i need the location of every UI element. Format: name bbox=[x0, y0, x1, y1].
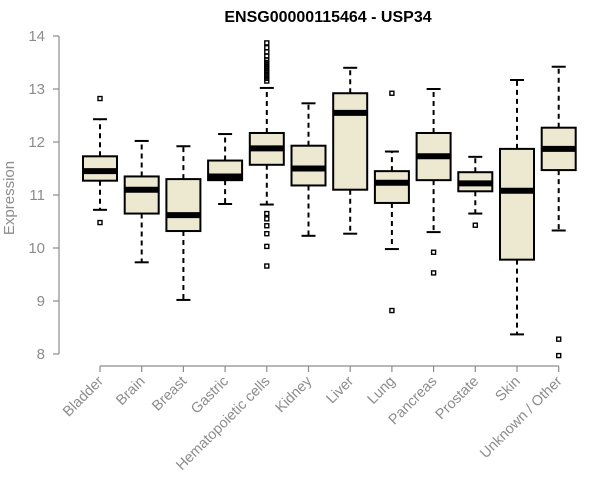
box-group bbox=[499, 78, 535, 336]
box-group bbox=[82, 95, 118, 226]
outlier-point bbox=[264, 230, 270, 237]
y-tick-label: 10 bbox=[28, 240, 45, 257]
box-group bbox=[415, 88, 452, 276]
chart-title: ENSG00000115464 - USP34 bbox=[224, 9, 431, 26]
box bbox=[499, 147, 535, 261]
outlier-point bbox=[264, 44, 270, 51]
x-tick-label: Bladder bbox=[60, 373, 107, 420]
box bbox=[332, 92, 369, 191]
x-tick-label: Breast bbox=[149, 374, 190, 415]
x-tick-label: Prostate bbox=[433, 374, 482, 423]
box bbox=[123, 175, 160, 215]
y-tick-label: 13 bbox=[28, 81, 45, 98]
x-tick-label: Kidney bbox=[273, 373, 316, 416]
box-group bbox=[207, 133, 244, 206]
outlier-point bbox=[556, 352, 562, 359]
box bbox=[165, 178, 202, 233]
box-group bbox=[373, 90, 410, 314]
outlier-point bbox=[264, 216, 270, 222]
x-tick-label: Skin bbox=[493, 374, 524, 405]
x-tick-label: Lung bbox=[365, 374, 399, 408]
box-group bbox=[248, 40, 285, 269]
outlier-point bbox=[430, 270, 437, 276]
outlier-point bbox=[97, 95, 103, 102]
outlier-point bbox=[264, 53, 270, 59]
outlier-point bbox=[389, 90, 395, 96]
box-group bbox=[540, 65, 577, 359]
outlier-point bbox=[264, 49, 270, 55]
x-tick-label: Liver bbox=[323, 373, 357, 407]
outlier-point bbox=[264, 243, 270, 250]
y-tick-label: 14 bbox=[28, 28, 45, 45]
outlier-point bbox=[389, 307, 395, 314]
outlier-point bbox=[430, 249, 437, 255]
y-tick-label: 11 bbox=[29, 187, 45, 204]
box-group bbox=[165, 145, 202, 301]
box-group bbox=[457, 155, 494, 228]
outlier-point bbox=[97, 219, 103, 226]
outlier-point bbox=[264, 263, 270, 269]
x-tick-label: Brain bbox=[113, 374, 148, 409]
y-tick-label: 9 bbox=[37, 293, 45, 310]
box bbox=[373, 170, 410, 204]
y-axis-label: Expression bbox=[1, 161, 18, 235]
box-group bbox=[332, 66, 369, 235]
outlier-point bbox=[264, 40, 270, 46]
outlier-point bbox=[556, 336, 562, 342]
outlier-point bbox=[264, 210, 270, 217]
y-tick-label: 8 bbox=[37, 346, 45, 363]
box-group bbox=[123, 139, 160, 264]
y-tick-label: 12 bbox=[28, 134, 45, 151]
outlier-point bbox=[472, 222, 478, 228]
outlier-point bbox=[264, 223, 270, 229]
box-group bbox=[290, 102, 327, 237]
plot-area bbox=[82, 40, 577, 359]
